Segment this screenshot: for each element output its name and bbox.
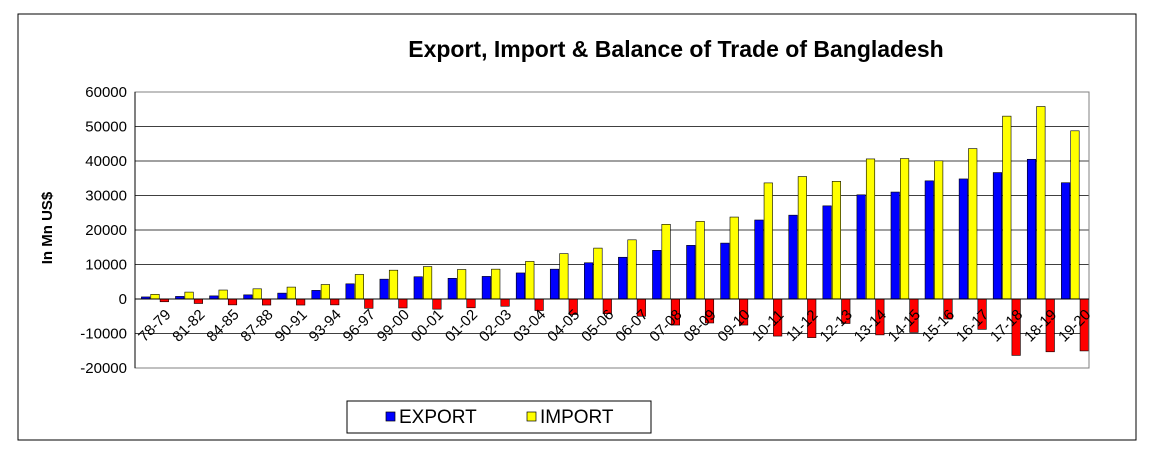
legend-label-import: IMPORT xyxy=(540,407,614,428)
legend: EXPORT IMPORT xyxy=(346,400,652,434)
legend-swatch-export xyxy=(385,411,396,422)
bar-series-0-15-16 xyxy=(924,180,934,300)
y-tick-label: -20000 xyxy=(80,360,127,377)
bar-series-0-12-13 xyxy=(822,205,832,300)
bar-series-2-02-03 xyxy=(500,298,510,307)
bar-series-0-90-91 xyxy=(277,292,287,300)
bar-series-2-87-88 xyxy=(262,298,272,306)
bar-series-1-16-17 xyxy=(968,148,978,300)
legend-swatch-import xyxy=(526,411,537,422)
bar-series-1-04-05 xyxy=(559,253,569,300)
y-tick-label: -10000 xyxy=(80,326,127,343)
bar-series-0-16-17 xyxy=(958,178,968,300)
bar-series-1-09-10 xyxy=(729,216,739,300)
bar-series-0-06-07 xyxy=(618,256,628,300)
y-tick-label: 40000 xyxy=(85,153,127,170)
legend-box xyxy=(346,400,652,434)
y-tick-label: 10000 xyxy=(85,257,127,274)
bar-series-1-93-94 xyxy=(320,284,330,300)
bar-series-1-12-13 xyxy=(831,181,841,300)
bar-series-0-02-03 xyxy=(481,276,491,300)
y-tick-label: 20000 xyxy=(85,222,127,239)
bar-series-0-09-10 xyxy=(720,242,730,300)
bar-series-0-19-20 xyxy=(1061,182,1071,300)
bar-series-1-14-15 xyxy=(900,158,910,300)
bar-series-0-00-01 xyxy=(413,276,423,300)
bar-series-0-05-06 xyxy=(584,262,594,300)
bar-series-1-84-85 xyxy=(218,289,228,300)
bar-series-1-06-07 xyxy=(627,239,637,300)
bar-series-1-07-08 xyxy=(661,224,671,300)
bar-series-1-99-00 xyxy=(388,269,399,300)
bar-series-0-18-19 xyxy=(1026,158,1037,300)
bar-series-0-11-12 xyxy=(788,214,798,300)
bar-series-1-11-12 xyxy=(797,176,807,300)
bar-series-1-08-09 xyxy=(695,221,705,300)
legend-label-export: EXPORT xyxy=(399,407,477,428)
bar-series-0-93-94 xyxy=(311,290,321,300)
bar-series-0-01-02 xyxy=(447,277,457,300)
bar-series-0-13-14 xyxy=(856,194,866,300)
y-tick-label: 50000 xyxy=(85,119,127,136)
bar-series-1-05-06 xyxy=(593,247,603,300)
bar-series-0-99-00 xyxy=(379,278,389,300)
bar-series-1-18-19 xyxy=(1036,106,1046,300)
bar-series-1-87-88 xyxy=(252,288,262,300)
bar-series-0-07-08 xyxy=(652,250,662,300)
bar-series-2-84-85 xyxy=(227,298,238,306)
bar-series-1-15-16 xyxy=(934,160,944,300)
bar-series-1-17-18 xyxy=(1002,115,1012,300)
bar-series-1-10-11 xyxy=(763,182,773,300)
bar-series-1-19-20 xyxy=(1070,130,1080,300)
bar-series-1-78-79 xyxy=(150,294,160,300)
bar-series-1-00-01 xyxy=(423,266,433,300)
bar-series-1-03-04 xyxy=(525,261,535,300)
chart-title: Export, Import & Balance of Trade of Ban… xyxy=(408,36,943,62)
bar-series-0-10-11 xyxy=(754,219,764,300)
bar-series-0-87-88 xyxy=(243,294,253,300)
bar-series-0-96-97 xyxy=(345,283,355,300)
bar-series-0-17-18 xyxy=(992,172,1003,300)
bar-series-1-96-97 xyxy=(354,274,364,300)
bar-series-2-81-82 xyxy=(193,298,203,304)
bar-series-0-14-15 xyxy=(890,191,900,300)
bar-series-0-03-04 xyxy=(515,272,526,300)
bar-series-1-13-14 xyxy=(865,158,876,300)
bar-series-0-08-09 xyxy=(686,245,696,300)
bar-series-2-93-94 xyxy=(330,298,340,306)
bar-series-1-01-02 xyxy=(457,269,467,300)
y-tick-label: 60000 xyxy=(85,84,127,101)
bar-series-2-90-91 xyxy=(296,298,306,306)
bar-series-1-02-03 xyxy=(491,268,501,300)
y-tick-label: 30000 xyxy=(85,188,127,205)
bar-series-1-81-82 xyxy=(184,291,194,300)
bar-series-1-90-91 xyxy=(286,286,296,300)
y-axis-label: In Mn US$ xyxy=(39,191,56,264)
bar-series-0-04-05 xyxy=(549,268,560,300)
plot-area xyxy=(135,91,1089,369)
y-tick-label: 0 xyxy=(119,291,127,308)
